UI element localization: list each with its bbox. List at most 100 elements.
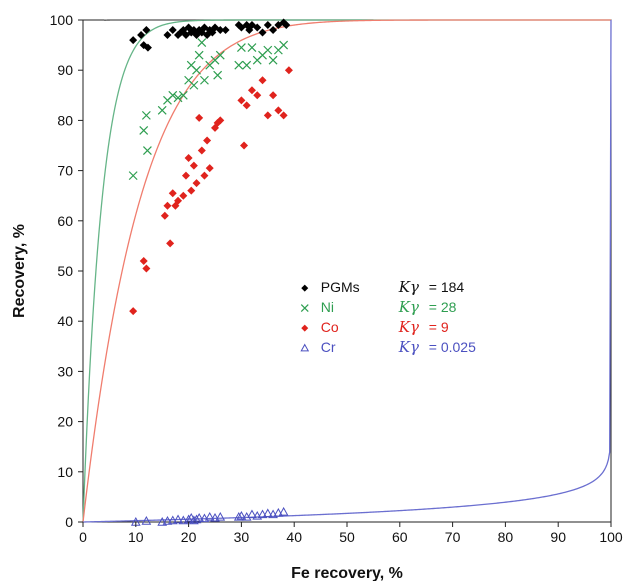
point-ni <box>173 93 183 103</box>
point-ni <box>279 40 289 50</box>
point-ni <box>236 43 246 53</box>
x-tick-label: 0 <box>79 529 87 545</box>
point-ni <box>139 126 149 135</box>
point-cr <box>236 510 247 520</box>
y-axis-title: Recovery, % <box>11 224 28 318</box>
point-co <box>269 91 278 100</box>
point-ni <box>234 60 244 70</box>
y-tick-label: 0 <box>65 514 73 530</box>
point-pgms <box>253 23 262 32</box>
legend-k-value-pgms: = 184 <box>429 279 465 295</box>
legend-label-co: Co <box>321 319 339 335</box>
x-tick-label: 60 <box>392 529 408 545</box>
point-ni <box>242 60 252 70</box>
point-cr <box>210 512 220 522</box>
point-ni <box>178 90 188 100</box>
point-cr <box>178 515 189 525</box>
point-pgms <box>137 31 146 40</box>
y-tick-label: 80 <box>57 112 73 128</box>
curve-co <box>82 19 611 523</box>
point-ni <box>268 55 278 65</box>
point-pgms <box>163 31 172 40</box>
legend-marker-pgms <box>301 284 309 292</box>
point-co <box>240 141 249 150</box>
points-layer <box>128 18 293 526</box>
point-ni <box>200 75 209 85</box>
y-tick-label: 40 <box>57 313 73 329</box>
legend-k-symbol: Kγ <box>398 298 419 316</box>
point-pgms <box>258 28 267 37</box>
point-pgms <box>282 21 291 30</box>
point-co <box>203 136 212 145</box>
point-pgms <box>129 36 138 45</box>
point-cr <box>273 507 284 517</box>
x-axis-title: Fe recovery, % <box>291 565 403 581</box>
legend-k-value-co: = 9 <box>429 319 449 335</box>
point-co <box>166 239 175 248</box>
legend-k-symbol: Kγ <box>398 278 419 296</box>
point-co <box>279 111 288 120</box>
point-cr <box>247 509 257 519</box>
legend-marker-ni <box>300 304 309 313</box>
y-tick-label: 100 <box>50 12 74 28</box>
x-tick-label: 70 <box>445 529 461 545</box>
point-cr <box>167 515 178 525</box>
point-ni <box>168 90 178 100</box>
point-cr <box>194 512 205 522</box>
curves-layer <box>82 19 612 523</box>
y-axis-ticks: 0 10 20 30 40 50 60 70 80 90 100 <box>50 12 83 530</box>
y-tick-label: 30 <box>57 363 73 379</box>
y-tick-label: 90 <box>57 62 73 78</box>
point-co <box>253 91 262 100</box>
legend-label-pgms: PGMs <box>321 279 360 295</box>
point-ni <box>157 105 167 115</box>
y-tick-label: 20 <box>57 414 73 430</box>
x-tick-label: 50 <box>339 529 355 545</box>
x-tick-label: 100 <box>599 529 623 545</box>
point-co <box>284 66 293 75</box>
x-tick-label: 40 <box>286 529 302 545</box>
point-co <box>242 101 251 110</box>
point-co <box>142 264 151 273</box>
point-co <box>197 146 206 155</box>
point-co <box>205 164 214 173</box>
point-ni <box>215 50 225 60</box>
point-ni <box>213 70 223 80</box>
point-cr <box>191 514 202 524</box>
legend: PGMs Kγ = 184 Ni Kγ = 28 Co Kγ = 9 Cr Kγ = 0.025 <box>300 278 476 356</box>
x-tick-label: 80 <box>498 529 514 545</box>
point-pgms <box>168 26 177 35</box>
point-pgms <box>143 43 152 52</box>
point-co <box>174 196 183 205</box>
legend-k-value-cr: = 0.025 <box>429 339 476 355</box>
point-pgms <box>263 21 272 30</box>
y-tick-label: 50 <box>57 263 73 279</box>
point-co <box>274 106 283 115</box>
y-tick-label: 10 <box>57 464 73 480</box>
point-pgms <box>142 26 151 35</box>
point-cr <box>215 511 226 521</box>
point-co <box>187 186 196 195</box>
legend-label-cr: Cr <box>321 339 336 355</box>
point-ni <box>128 171 138 181</box>
point-co <box>258 76 267 85</box>
point-ni <box>194 50 204 60</box>
point-co <box>216 116 225 125</box>
point-ni <box>142 146 152 155</box>
x-tick-label: 20 <box>181 529 197 545</box>
legend-marker-co <box>301 324 309 332</box>
point-cr <box>173 514 183 524</box>
point-cr <box>278 506 289 516</box>
x-tick-label: 10 <box>128 529 144 545</box>
point-cr <box>204 511 215 521</box>
point-pgms <box>221 26 230 35</box>
point-ni <box>247 43 257 53</box>
point-co <box>129 307 138 316</box>
point-pgms <box>269 26 278 35</box>
point-co <box>247 86 256 95</box>
point-co <box>192 179 201 188</box>
point-cr <box>257 509 268 519</box>
point-co <box>200 171 209 180</box>
